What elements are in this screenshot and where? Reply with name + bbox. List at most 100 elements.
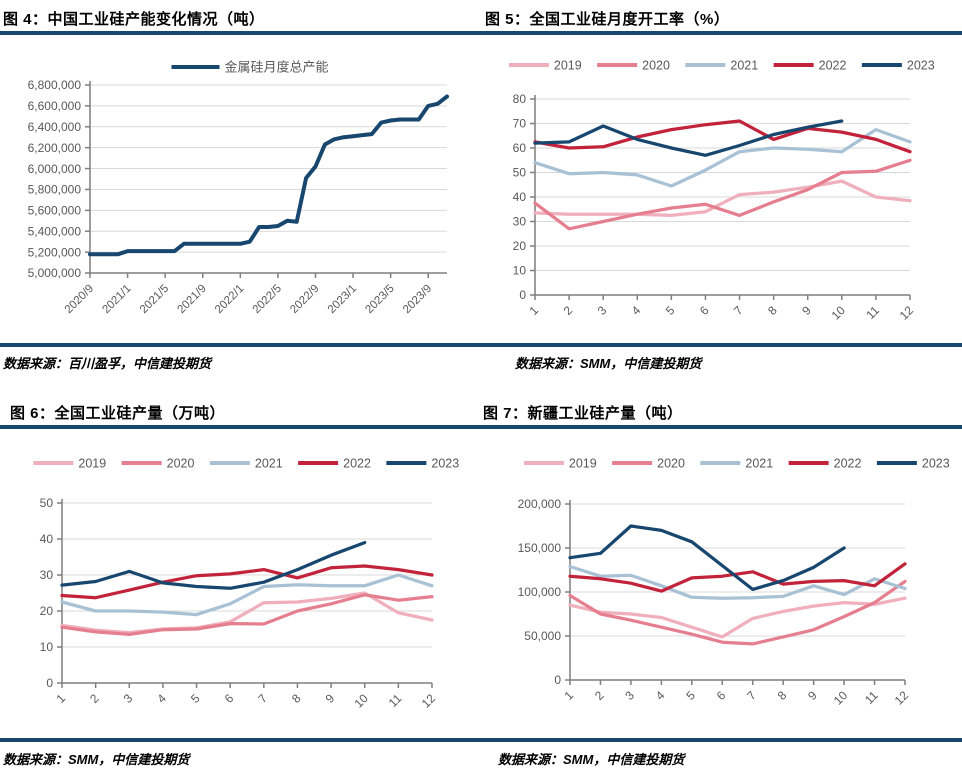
- svg-text:2021: 2021: [730, 59, 758, 73]
- svg-text:5: 5: [663, 303, 678, 318]
- svg-text:1: 1: [53, 691, 68, 706]
- titles-row-2: 图 6：全国工业硅产量（万吨） 图 7：新疆工业硅产量（吨）: [0, 397, 962, 425]
- svg-text:10: 10: [352, 691, 372, 711]
- svg-text:6,200,000: 6,200,000: [28, 141, 82, 155]
- sources-row-1: 数据来源：百川盈孚，中信建投期货 数据来源：SMM，中信建投期货: [0, 347, 962, 397]
- svg-text:0: 0: [554, 673, 561, 687]
- svg-text:40: 40: [40, 532, 54, 546]
- svg-text:150,000: 150,000: [518, 541, 562, 555]
- svg-text:70: 70: [513, 117, 527, 131]
- svg-text:4: 4: [629, 303, 644, 318]
- svg-text:5,400,000: 5,400,000: [28, 224, 82, 238]
- svg-text:50: 50: [40, 496, 54, 510]
- svg-text:4: 4: [653, 688, 668, 703]
- svg-text:2023: 2023: [431, 457, 459, 471]
- svg-text:3: 3: [622, 688, 637, 703]
- svg-text:2022/5: 2022/5: [251, 283, 284, 316]
- svg-text:8: 8: [775, 688, 790, 703]
- svg-text:60: 60: [513, 141, 527, 155]
- svg-text:2023/9: 2023/9: [401, 283, 434, 316]
- figure4-title: 图 4：中国工业硅产能变化情况（吨）: [3, 11, 265, 28]
- svg-text:2022: 2022: [343, 457, 371, 471]
- svg-text:12: 12: [897, 303, 917, 323]
- figure5-title: 图 5：全国工业硅月度开工率（%）: [485, 11, 730, 28]
- divider-rule: [0, 738, 962, 742]
- svg-text:6,800,000: 6,800,000: [28, 78, 82, 92]
- svg-text:80: 80: [513, 92, 527, 106]
- svg-text:11: 11: [386, 691, 405, 710]
- svg-text:0: 0: [519, 288, 526, 302]
- svg-text:50,000: 50,000: [524, 629, 561, 643]
- svg-text:6: 6: [697, 303, 712, 318]
- svg-text:5,000,000: 5,000,000: [28, 266, 82, 280]
- sources-row-2: 数据来源：SMM，中信建投期货 数据来源：SMM，中信建投期货: [0, 742, 962, 773]
- divider-rule: [0, 343, 962, 347]
- titles-row-1: 图 4：中国工业硅产能变化情况（吨） 图 5：全国工业硅月度开工率（%）: [0, 0, 962, 31]
- svg-text:4: 4: [154, 691, 169, 706]
- svg-text:2020: 2020: [642, 59, 670, 73]
- svg-text:2023: 2023: [907, 59, 935, 73]
- figure7-chart: 0 50,000 100,000 150,000 200,000 1 2 3 4 5 6 7 8 9 10 1…: [518, 457, 950, 708]
- svg-text:50: 50: [513, 166, 527, 180]
- svg-text:2023: 2023: [922, 457, 950, 471]
- svg-text:100,000: 100,000: [518, 585, 562, 599]
- svg-text:金属硅月度总产能: 金属硅月度总产能: [225, 60, 329, 75]
- svg-text:10: 10: [829, 303, 849, 323]
- svg-text:8: 8: [765, 303, 780, 318]
- svg-text:2022: 2022: [819, 59, 847, 73]
- svg-text:2019: 2019: [554, 59, 582, 73]
- svg-text:200,000: 200,000: [518, 497, 562, 511]
- svg-text:2021/1: 2021/1: [100, 283, 133, 316]
- figure4-chart: 5,000,000 5,200,000 5,400,000 5,600,000 5,80…: [28, 60, 449, 316]
- svg-text:6,600,000: 6,600,000: [28, 99, 82, 113]
- svg-text:10: 10: [513, 264, 527, 278]
- svg-text:2022: 2022: [834, 457, 862, 471]
- svg-text:20: 20: [513, 239, 527, 253]
- svg-text:6: 6: [222, 691, 237, 706]
- svg-text:1: 1: [561, 688, 576, 703]
- svg-text:2019: 2019: [569, 457, 597, 471]
- svg-text:2020: 2020: [167, 457, 195, 471]
- svg-text:2021/9: 2021/9: [175, 283, 208, 316]
- svg-text:2023/1: 2023/1: [326, 283, 359, 316]
- divider-rule: [0, 31, 962, 35]
- svg-text:2: 2: [561, 303, 576, 318]
- figure6-title: 图 6：全国工业硅产量（万吨）: [10, 405, 226, 422]
- svg-text:2: 2: [87, 691, 102, 706]
- svg-text:6,000,000: 6,000,000: [28, 162, 82, 176]
- svg-text:2022/1: 2022/1: [213, 283, 246, 316]
- svg-text:5,200,000: 5,200,000: [28, 245, 82, 259]
- svg-text:11: 11: [863, 303, 882, 322]
- svg-text:11: 11: [862, 688, 881, 707]
- svg-text:6,400,000: 6,400,000: [28, 120, 82, 134]
- svg-text:40: 40: [513, 190, 527, 204]
- figure7-source: 数据来源：SMM，中信建投期货: [498, 752, 685, 767]
- svg-text:7: 7: [255, 691, 270, 706]
- svg-text:3: 3: [595, 303, 610, 318]
- svg-text:30: 30: [40, 568, 54, 582]
- svg-text:10: 10: [831, 688, 851, 708]
- svg-text:2021: 2021: [255, 457, 283, 471]
- svg-text:3: 3: [121, 691, 136, 706]
- svg-text:6: 6: [714, 688, 729, 703]
- figure6-source: 数据来源：SMM，中信建投期货: [3, 752, 190, 767]
- svg-text:2020: 2020: [657, 457, 685, 471]
- svg-text:9: 9: [805, 688, 820, 703]
- svg-text:20: 20: [40, 604, 54, 618]
- svg-text:2021/5: 2021/5: [138, 283, 171, 316]
- svg-text:2020/9: 2020/9: [63, 283, 96, 316]
- divider-rule: [0, 425, 962, 429]
- svg-text:8: 8: [289, 691, 304, 706]
- svg-text:2: 2: [592, 688, 607, 703]
- svg-text:5: 5: [683, 688, 698, 703]
- svg-text:5,800,000: 5,800,000: [28, 183, 82, 197]
- svg-text:2022/9: 2022/9: [288, 283, 321, 316]
- svg-text:5: 5: [188, 691, 203, 706]
- svg-text:10: 10: [40, 640, 54, 654]
- svg-text:2019: 2019: [78, 457, 106, 471]
- charts-row-2: 0 10 20 30 40 50 1 2 3 4 5 6 7 8 9 10 11 12 2019 2020 2021 20…: [0, 429, 962, 738]
- svg-text:7: 7: [744, 688, 759, 703]
